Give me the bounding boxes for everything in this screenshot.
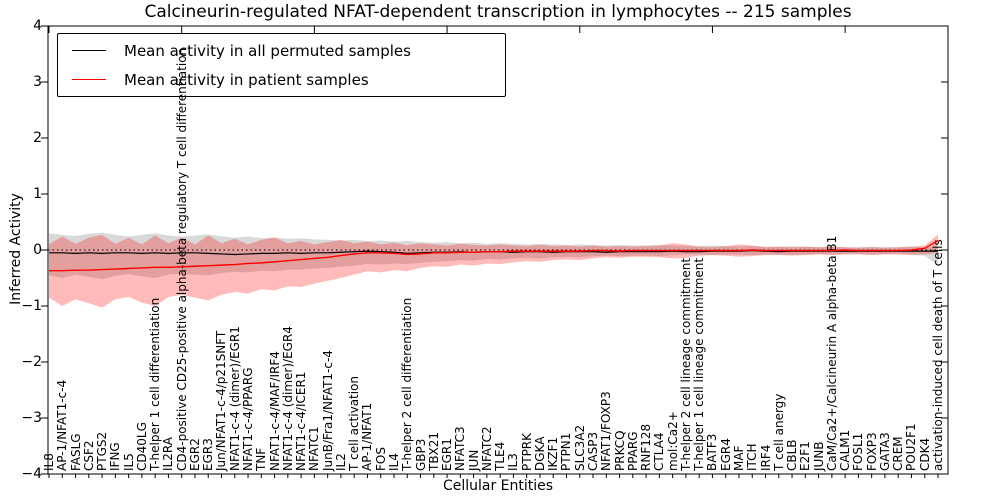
x-tick-label: CDK4 [917,437,932,471]
x-tick-label: TBX21 [426,431,441,471]
x-tick-label: MAF [731,445,746,471]
x-tick-label: CTLA4 [652,432,667,471]
x-tick-label: NFAT1-c-4 (dimer)/EGR1 [227,326,242,471]
x-tick-label: EGR1 [440,438,455,471]
x-tick-label: ITCH [745,443,760,471]
x-tick-label: NFAT1/FOXP3 [599,391,614,471]
y-tick-label: 1 [33,186,42,202]
x-tick-label: EGR2 [187,438,202,471]
x-tick-label: NFAT1-c-4/MAF/IRF4 [267,351,282,471]
x-tick-label: T cell activation [347,375,362,471]
x-tick-label: CALM1 [838,429,853,471]
x-tick-label: PPARG [625,431,640,471]
x-tick-label: T-helper 2 cell differentiation [400,297,415,471]
x-tick-label: CaM/Ca2+/Calcineurin A alpha-beta B1 [824,235,839,471]
x-tick-label: Jun/NFAT1-c-4/p21SNFT [214,330,229,471]
x-tick-label: JUNB [811,441,826,471]
x-tick-label: PRKCQ [612,430,627,471]
x-tick-label: IL2RA [161,437,176,471]
x-tick-label: AP-1/NFAT1-c-4 [55,379,70,471]
legend-entry-permuted: Mean activity in all permuted samples [58,37,505,65]
x-tick-label: PTPN1 [559,432,574,471]
x-tick-label: NFAT1-c-4/PPARG [241,367,256,471]
x-tick-label: T-helper 1 cell differentiation [148,297,163,471]
x-tick-label: CASP3 [586,431,600,471]
x-tick-label: AP-1/NFAT1 [360,402,375,471]
x-tick-label: TLE4 [493,441,508,471]
x-tick-label: BATF3 [705,433,720,471]
x-tick-label: IL5 [121,453,136,471]
y-tick-label: 3 [33,74,42,90]
y-tick-label: −3 [21,410,42,426]
x-tick-label: IL4 [386,453,401,471]
x-tick-label: IL3 [506,453,521,471]
x-tick-label: NFAT1-c-4 (dimer)/EGR4 [280,326,295,471]
x-tick-label: GBP3 [413,438,428,471]
x-tick-label: TNF [254,447,269,471]
x-tick-label: DGKA [532,436,547,471]
y-tick-label: 2 [33,130,42,146]
x-tick-label: FOSL1 [851,432,866,471]
x-tick-label: RNF128 [639,423,654,471]
x-tick-label: JunB/Fra1/NFAT1-c-4 [320,350,335,471]
x-tick-label: CBLB [785,439,800,471]
x-tick-label: activation-induced cell death of T cells [931,239,945,471]
x-tick-label: PTGS2 [95,431,110,471]
y-tick-label: −2 [21,354,42,370]
x-tick-label: CREM [891,436,906,471]
y-tick-label: −4 [21,466,42,482]
legend-label-permuted: Mean activity in all permuted samples [124,41,411,60]
permuted-line-swatch [72,50,106,51]
x-tick-label: FOXP3 [864,432,879,471]
x-axis-label: Cellular Entities [442,478,554,494]
patient-line-swatch [72,79,106,80]
x-tick-label: PTPRK [519,432,534,471]
x-tick-label: IFNG [108,442,123,471]
x-tick-label: POU2F1 [904,423,919,471]
x-tick-label: NFAT1-c-4/ICER1 [294,371,309,471]
legend-label-patient: Mean activity in patient samples [124,70,369,89]
x-tick-label: E2F1 [798,441,813,471]
x-tick-label: CD40LG [134,422,149,471]
x-tick-label: IL8 [42,453,56,471]
x-tick-label: GATA3 [877,432,892,471]
y-tick-label: 0 [33,242,42,258]
y-axis-label: Inferred Activity [8,193,24,305]
x-tick-label: JUN [466,449,481,471]
x-tick-label: T-helper 1 cell lineage commitment [692,257,707,471]
x-tick-label: CD4-positive CD25-positive alpha-beta re… [174,47,189,471]
chart-title: Calcineurin-regulated NFAT-dependent tra… [144,2,852,22]
x-tick-label: T-helper 2 cell lineage commitment [678,257,693,471]
y-tick-label: 4 [33,18,42,34]
x-tick-label: NFATC3 [453,426,468,471]
x-tick-label: T cell anergy [771,393,786,471]
x-tick-label: mol:Ca2+ [665,411,680,471]
x-tick-label: CSF2 [81,440,96,471]
x-tick-label: EGR3 [201,438,216,471]
y-tick-label: −1 [21,298,42,314]
x-tick-label: IKZF1 [546,436,561,471]
legend: Mean activity in all permuted samples Me… [57,33,506,97]
x-tick-label: FOS [373,447,388,471]
x-tick-label: NFATC1 [307,426,322,471]
x-tick-label: IRF4 [758,444,773,471]
x-tick-label: EGR4 [718,438,733,471]
x-tick-label: IL2 [333,453,348,471]
legend-entry-patient: Mean activity in patient samples [58,66,505,94]
x-tick-label: NFATC2 [479,426,494,471]
x-tick-label: FASLG [68,433,83,471]
x-tick-label: SLC3A2 [572,424,587,471]
